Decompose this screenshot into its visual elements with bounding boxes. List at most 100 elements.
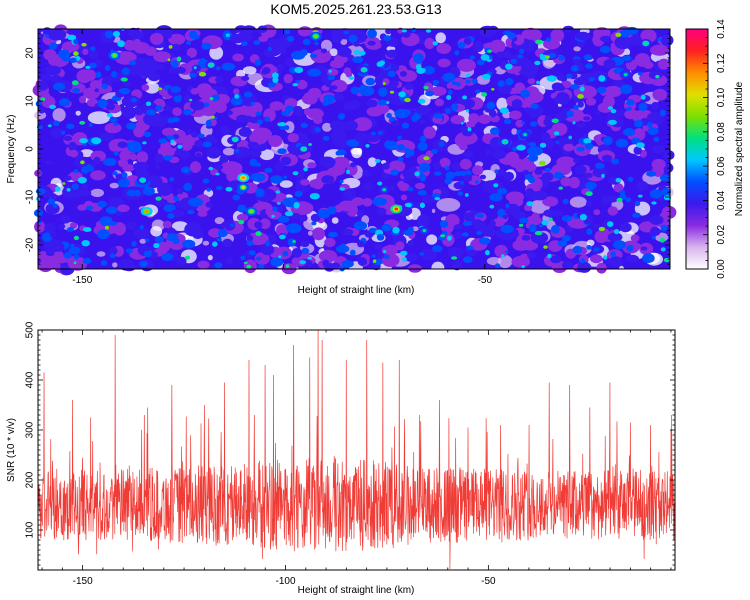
heatmap-cell xyxy=(457,191,463,196)
heatmap-cell xyxy=(505,78,514,86)
heatmap-cell xyxy=(325,80,332,88)
heatmap-cell xyxy=(568,135,572,140)
heatmap-cell xyxy=(494,263,501,269)
heatmap-cell xyxy=(573,46,581,52)
heatmap-cell xyxy=(283,73,293,84)
heatmap-cell xyxy=(247,141,259,149)
heatmap-cell xyxy=(66,123,75,129)
heatmap-cell xyxy=(279,180,293,188)
heatmap-cell xyxy=(113,222,126,236)
heatmap-cell xyxy=(389,185,395,191)
heatmap-cell xyxy=(146,109,157,116)
heatmap-cell xyxy=(338,200,358,212)
heatmap-cell xyxy=(330,120,346,131)
heatmap-cell xyxy=(357,240,365,248)
heatmap-cell xyxy=(306,260,313,267)
heatmap-cell xyxy=(570,65,579,72)
heatmap-cell xyxy=(450,115,465,125)
heatmap-cell xyxy=(433,162,441,170)
heatmap-cell xyxy=(271,214,275,218)
heatmap-cell xyxy=(279,234,286,240)
heatmap-cell xyxy=(53,82,66,91)
heatmap-cell xyxy=(453,224,463,230)
heatmap-cell xyxy=(134,189,141,197)
heatmap-hotspots xyxy=(108,31,652,236)
heatmap-cell xyxy=(585,191,593,197)
heatmap-cell xyxy=(384,254,390,260)
heatmap-cell xyxy=(139,224,144,230)
heatmap-cell xyxy=(330,209,335,214)
heatmap-cell xyxy=(73,169,79,174)
heatmap-cell xyxy=(619,222,632,233)
heatmap-cell xyxy=(358,50,366,56)
heatmap-cell xyxy=(94,88,100,93)
heatmap-cell xyxy=(86,164,92,169)
heatmap-cell xyxy=(139,260,149,268)
heatmap-cell xyxy=(346,139,360,148)
heatmap-cell xyxy=(419,119,427,125)
heatmap-cell xyxy=(255,231,262,237)
heatmap-cell xyxy=(495,169,507,177)
heatmap-cell xyxy=(630,234,640,243)
heatmap-cell xyxy=(350,86,360,95)
heatmap-cell xyxy=(400,194,408,201)
heatmap-cell xyxy=(503,171,515,182)
heatmap-cell xyxy=(350,162,356,168)
heatmap-cell xyxy=(249,158,258,167)
heatmap-cell xyxy=(600,35,611,43)
heatmap-cell xyxy=(463,212,476,222)
heatmap-cell xyxy=(379,70,386,76)
heatmap-cell xyxy=(516,144,526,151)
heatmap-cell xyxy=(246,121,261,130)
heatmap-cell xyxy=(71,183,79,190)
heatmap-cell xyxy=(439,220,449,228)
heatmap-cell xyxy=(126,248,133,254)
heatmap-cell xyxy=(300,122,308,128)
heatmap-cell xyxy=(356,147,363,155)
heatmap-cell xyxy=(405,153,410,159)
snr-y-tick-label: 500 xyxy=(25,321,36,338)
heatmap-cell xyxy=(205,134,215,144)
heatmap-hotspot xyxy=(644,41,648,45)
heatmap-cell xyxy=(286,35,295,42)
heatmap-cell xyxy=(220,125,231,135)
heatmap-cell xyxy=(186,128,192,135)
heatmap-cell xyxy=(526,201,534,207)
heatmap-cell xyxy=(596,110,600,115)
heatmap-cell xyxy=(163,155,173,161)
heatmap-cell xyxy=(352,117,373,132)
heatmap-cell xyxy=(489,220,496,227)
heatmap-cell xyxy=(45,203,60,215)
heatmap-cell xyxy=(608,119,617,125)
heatmap-cell xyxy=(209,46,224,60)
heatmap-cell xyxy=(149,32,164,45)
heatmap-cell xyxy=(481,227,497,237)
snr-y-tick-label: 100 xyxy=(25,521,36,538)
heatmap-cell xyxy=(155,196,162,201)
heatmap-cell xyxy=(464,193,469,197)
heatmap-cell xyxy=(445,171,456,180)
heatmap-cell xyxy=(497,254,513,269)
heatmap-cell xyxy=(321,175,335,184)
heatmap-cell xyxy=(496,97,508,111)
heatmap-cell xyxy=(243,91,253,98)
heatmap-cell xyxy=(322,135,330,141)
heatmap-cell xyxy=(366,131,381,143)
heatmap-cell xyxy=(583,54,592,61)
snr-plot-area xyxy=(38,330,675,570)
heatmap-cell xyxy=(550,255,562,264)
heatmap-cell xyxy=(283,175,288,179)
heatmap-cell xyxy=(650,44,669,56)
heatmap-cell xyxy=(546,75,557,82)
heatmap-cell xyxy=(292,240,296,243)
heatmap-cell xyxy=(354,132,368,143)
heatmap-cell xyxy=(378,60,385,66)
heatmap-cell xyxy=(466,73,471,78)
heatmap-cell xyxy=(168,33,186,46)
heatmap-cell xyxy=(91,137,102,145)
heatmap-cell xyxy=(253,40,261,45)
heatmap-cell xyxy=(585,142,594,150)
heatmap-cell xyxy=(132,28,139,35)
heatmap-cell xyxy=(485,148,492,156)
heatmap-cell xyxy=(417,190,427,196)
